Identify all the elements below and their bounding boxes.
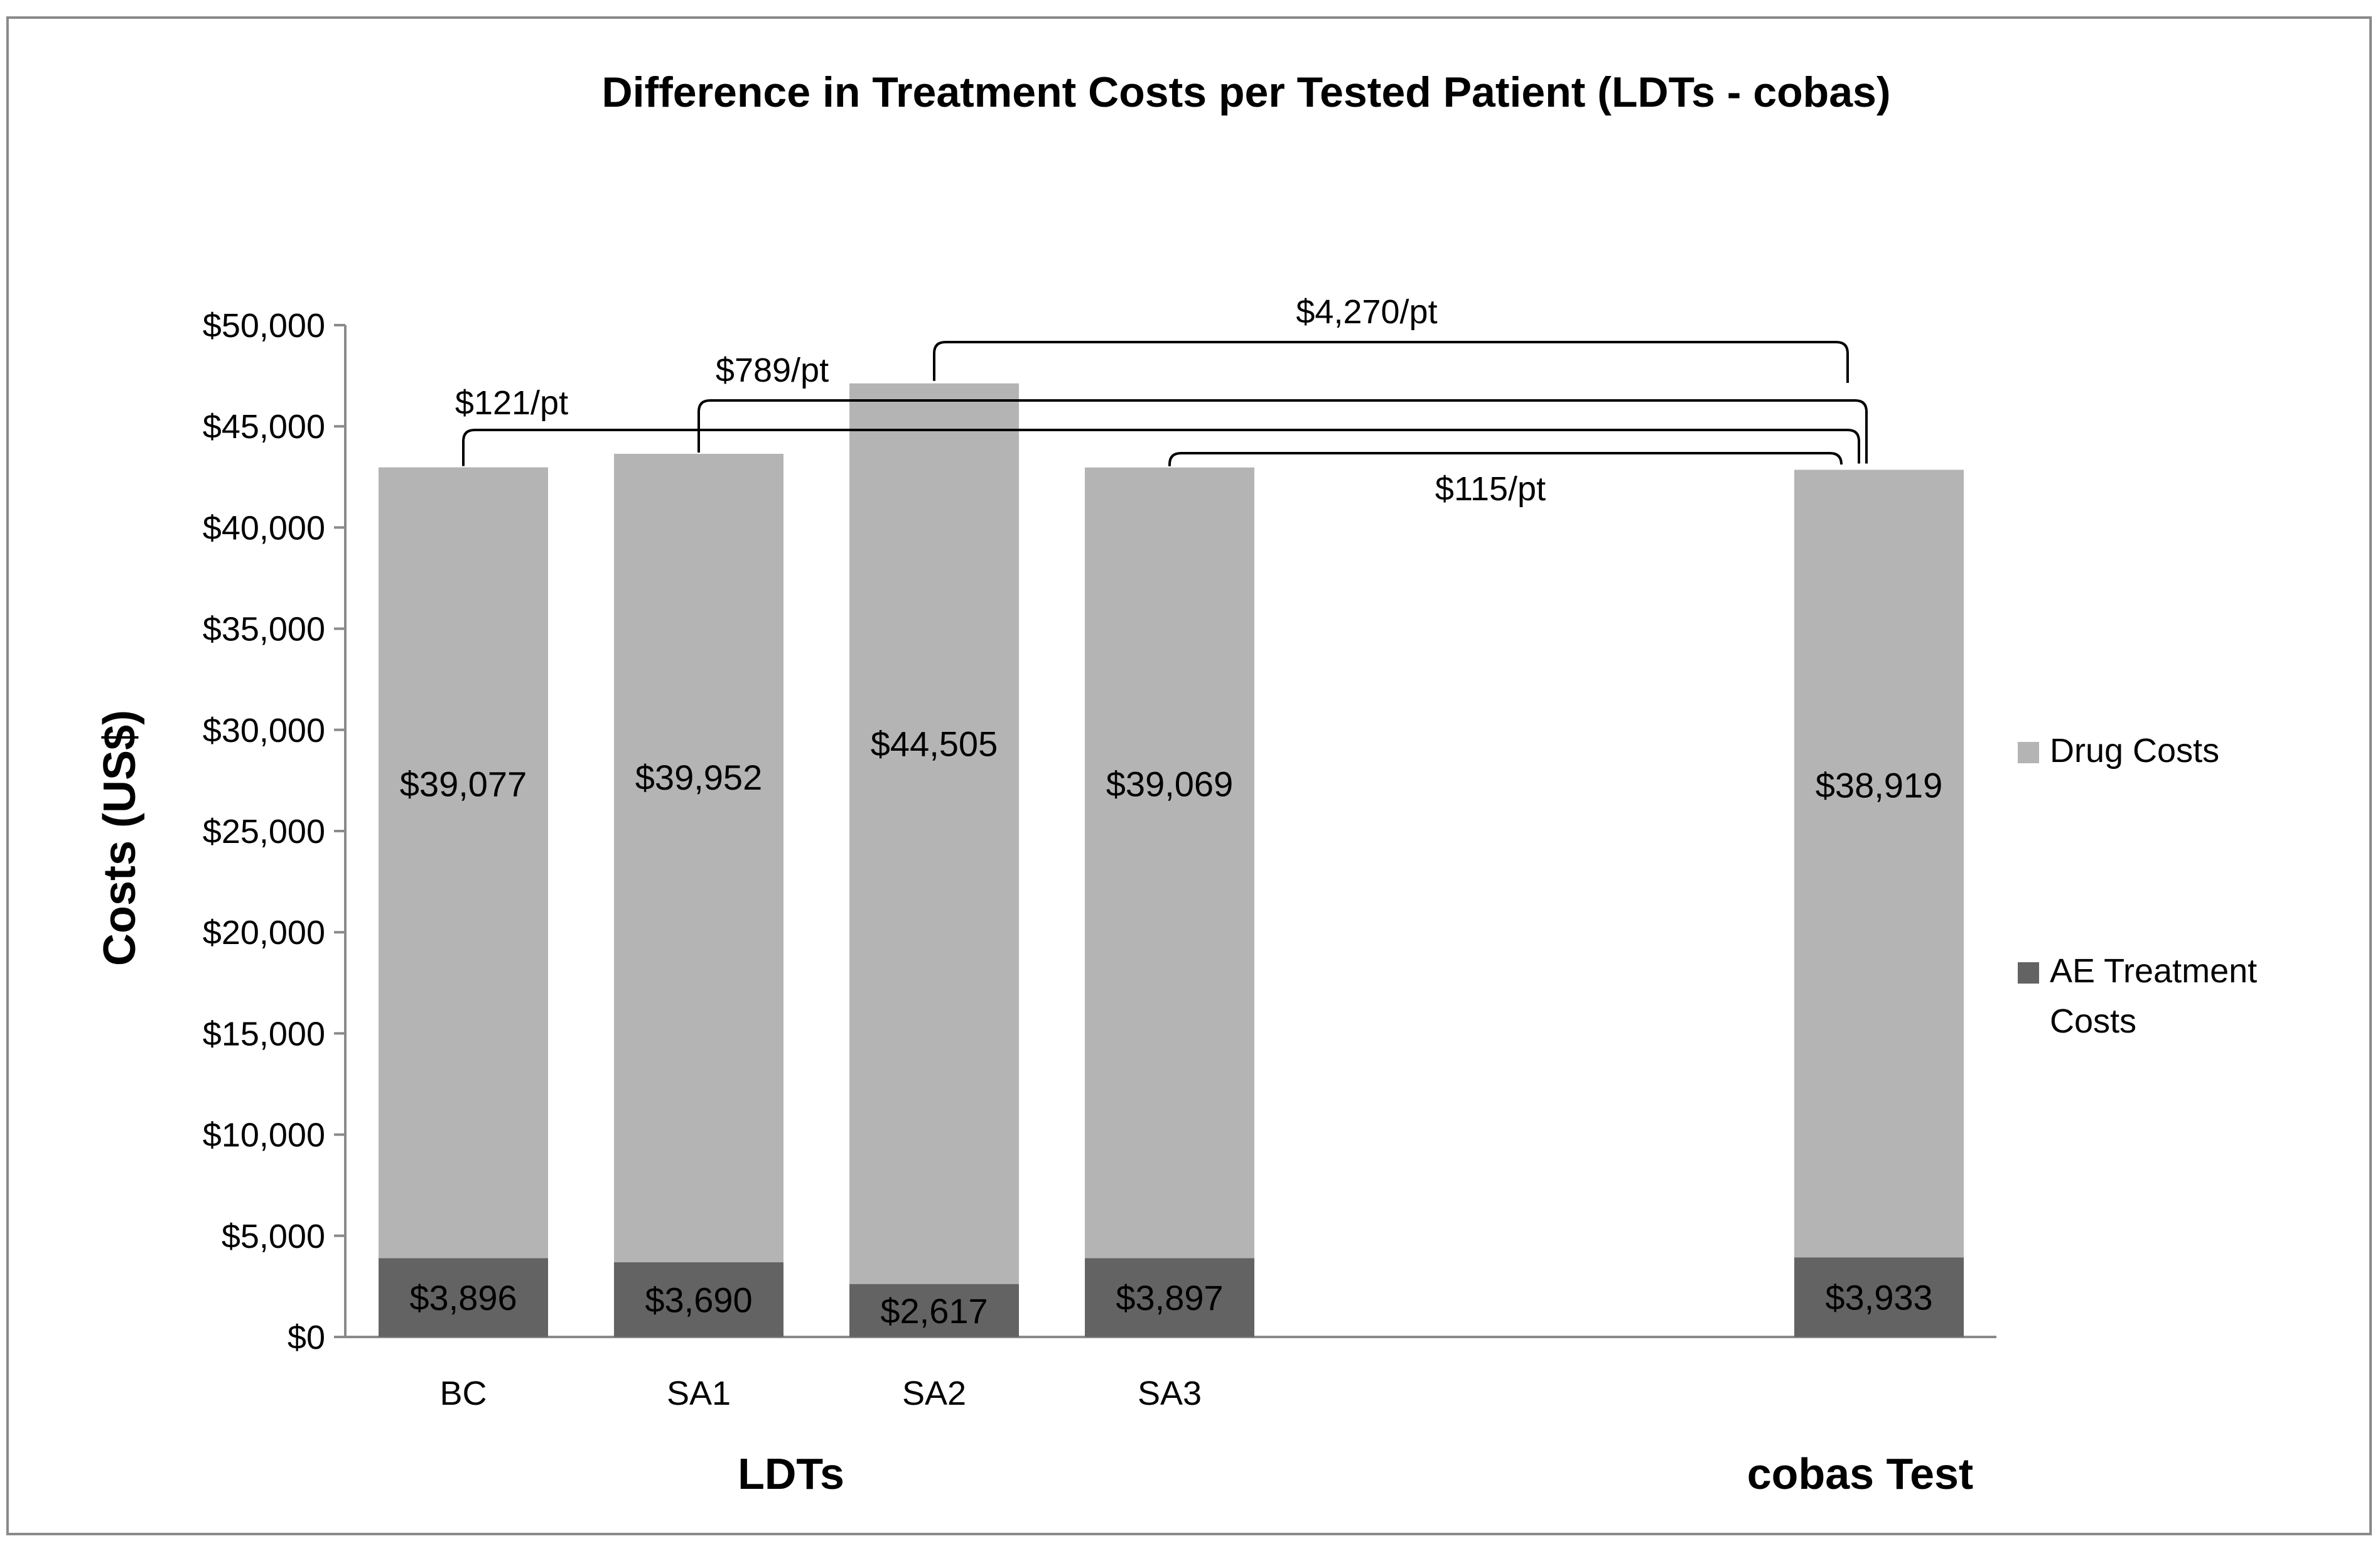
x-tick-label: BC: [439, 1375, 487, 1412]
legend-label: Drug Costs: [2050, 732, 2219, 770]
bar-segment: [1794, 1257, 1964, 1337]
difference-bracket: [697, 399, 1868, 464]
difference-label: $121/pt: [455, 384, 568, 422]
legend-swatch: [2018, 962, 2039, 984]
bar-segment: [1085, 1258, 1254, 1337]
y-tick-label: $10,000: [203, 1117, 325, 1154]
data-label: $2,617: [880, 1291, 988, 1331]
bar-segment: [1794, 470, 1964, 1258]
y-tick-label: $25,000: [203, 813, 325, 851]
chart-title: Difference in Treatment Costs per Tested…: [601, 68, 1890, 116]
x-tick-label: SA3: [1138, 1375, 1202, 1412]
y-axis-title: Costs (US$): [95, 710, 145, 966]
difference-bracket: [462, 429, 1860, 466]
difference-bracket: [1168, 452, 1843, 466]
y-tick-label: $50,000: [203, 307, 325, 345]
bar-segment: [379, 467, 548, 1259]
data-label: $38,919: [1816, 765, 1942, 805]
group-label-ldts: LDTs: [738, 1449, 844, 1498]
bar-segment: [1085, 467, 1254, 1259]
legend-label: Costs: [2050, 1002, 2136, 1040]
bar-segment: [849, 1284, 1019, 1337]
y-tick-label: $20,000: [203, 914, 325, 952]
data-label: $39,077: [400, 764, 527, 803]
x-tick-label: SA1: [667, 1375, 731, 1412]
data-label: $3,933: [1825, 1278, 1932, 1318]
y-tick-label: $0: [288, 1319, 325, 1356]
bar-segment: [614, 453, 783, 1263]
y-tick-label: $15,000: [203, 1015, 325, 1053]
bar-segment: [379, 1258, 548, 1337]
legend-label: AE Treatment: [2050, 952, 2257, 990]
data-label: $3,897: [1116, 1278, 1223, 1318]
difference-label: $4,270/pt: [1296, 293, 1437, 331]
data-label: $39,069: [1106, 765, 1233, 804]
data-label: $39,952: [635, 758, 762, 797]
group-label-cobas: cobas Test: [1747, 1449, 1974, 1498]
difference-brackets: $121/pt $789/pt $4,270/pt $115/pt: [455, 293, 1868, 508]
bar-segment: [849, 383, 1019, 1284]
plot-area: $0 $5,000 $10,000 $15,000 $20,000 $25,000 $30,…: [203, 307, 1996, 1498]
y-tick-label: $45,000: [203, 408, 325, 446]
data-label: $3,690: [645, 1280, 752, 1320]
x-tick-label: SA2: [902, 1375, 966, 1412]
y-tick-label: $30,000: [203, 712, 325, 749]
difference-bracket: [933, 341, 1849, 383]
bar-segment: [614, 1262, 783, 1337]
difference-label: $115/pt: [1435, 470, 1546, 508]
difference-label: $789/pt: [716, 352, 829, 389]
data-label: $44,505: [871, 724, 998, 764]
legend: Drug Costs AE Treatment Costs: [2018, 732, 2257, 1040]
data-label: $3,896: [409, 1278, 517, 1318]
legend-swatch: [2018, 742, 2039, 763]
y-tick-label: $5,000: [222, 1218, 325, 1255]
y-tick-label: $40,000: [203, 509, 325, 547]
y-tick-label: $35,000: [203, 611, 325, 648]
